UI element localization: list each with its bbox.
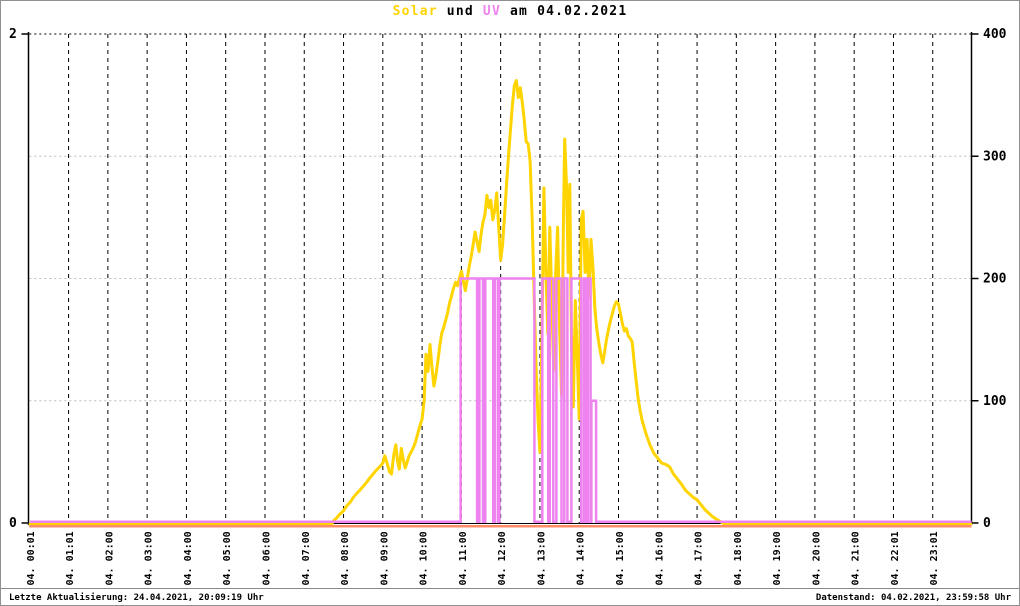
footer-data-timestamp: Datenstand: 04.02.2021, 23:59:58 Uhr bbox=[815, 592, 1011, 603]
x-tick-label: 04. 03:00 bbox=[144, 531, 155, 585]
x-tick-label: 04. 23:01 bbox=[929, 531, 940, 585]
uv-line bbox=[30, 277, 972, 524]
y-right-tick-label: 0 bbox=[983, 516, 991, 531]
title-solar-label: Solar bbox=[392, 4, 438, 19]
footer-last-update: Letzte Aktualisierung: 24.04.2021, 20:09… bbox=[9, 592, 264, 603]
x-tick-label: 04. 06:00 bbox=[261, 531, 272, 585]
title-und-label: und bbox=[437, 4, 483, 19]
x-tick-label: 04. 16:00 bbox=[654, 531, 665, 585]
x-tick-label: 04. 07:00 bbox=[301, 531, 312, 585]
x-tick-label: 04. 13:00 bbox=[536, 531, 547, 585]
x-tick-label: 04. 10:00 bbox=[419, 531, 430, 585]
x-tick-label: 04. 17:00 bbox=[694, 531, 705, 585]
x-tick-label: 04. 20:00 bbox=[811, 531, 822, 585]
y-right-tick-label: 100 bbox=[983, 394, 1007, 409]
y-right-tick-label: 200 bbox=[983, 272, 1007, 287]
x-tick-label: 04. 21:00 bbox=[851, 531, 862, 585]
vertical-gridlines bbox=[68, 34, 934, 523]
y-left-tick-label: 2 bbox=[9, 27, 17, 42]
x-tick-label: 04. 05:00 bbox=[222, 531, 233, 585]
y-left-tick-label: 0 bbox=[9, 516, 17, 531]
x-tick-label: 04. 11:00 bbox=[458, 531, 469, 585]
solar-line bbox=[28, 79, 973, 526]
chart-title: Solar und UV am 04.02.2021 bbox=[1, 4, 1019, 19]
x-tick-label: 04. 14:00 bbox=[576, 531, 587, 585]
x-tick-label: 04. 09:00 bbox=[379, 531, 390, 585]
x-tick-label: 04. 22:01 bbox=[890, 531, 901, 585]
x-tick-label: 04. 04:00 bbox=[183, 531, 194, 585]
y-right-tick-label: 400 bbox=[983, 27, 1007, 42]
y-right-tick-label: 300 bbox=[983, 149, 1007, 164]
x-tick-label: 04. 19:00 bbox=[772, 531, 783, 585]
x-tick-label: 04. 15:00 bbox=[615, 531, 626, 585]
chart-plot-area: 2 0 400 300 200 100 0 04. 00:01 04. 01:01 04. 02:… bbox=[9, 27, 1007, 586]
x-axis-labels: 04. 00:01 04. 01:01 04. 02:00 04. 03:00 04. … bbox=[26, 531, 940, 585]
title-uv-label: UV bbox=[482, 4, 501, 19]
x-tick-label: 04. 01:01 bbox=[65, 531, 76, 585]
x-tick-label: 04. 02:00 bbox=[104, 531, 115, 585]
footer-bar: Letzte Aktualisierung: 24.04.2021, 20:09… bbox=[1, 588, 1019, 605]
title-date-label: am 04.02.2021 bbox=[500, 4, 628, 19]
x-tick-label: 04. 08:00 bbox=[340, 531, 351, 585]
x-tick-label: 04. 12:00 bbox=[497, 531, 508, 585]
x-tick-label: 04. 00:01 bbox=[26, 531, 37, 585]
x-tick-label: 04. 18:00 bbox=[733, 531, 744, 585]
